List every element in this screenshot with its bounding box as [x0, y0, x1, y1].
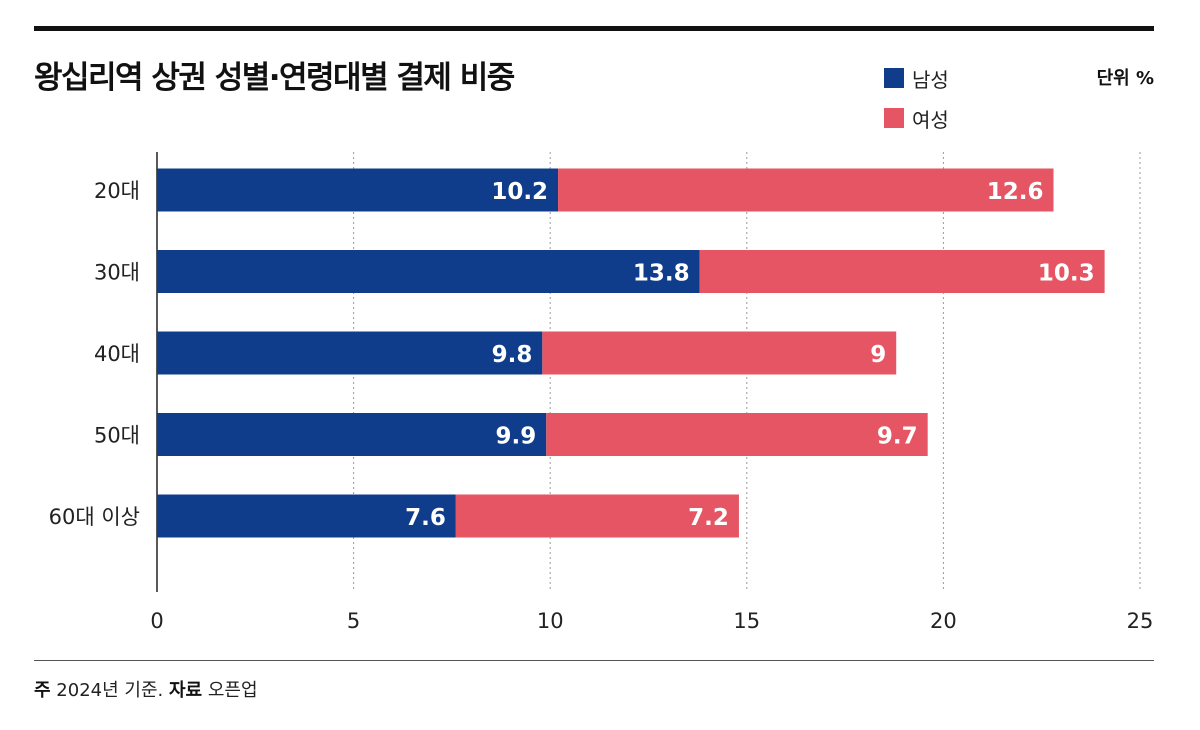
- data-label: 9: [870, 342, 886, 368]
- bottom-rule: [34, 660, 1154, 661]
- bar-female: [699, 250, 1105, 293]
- data-label: 13.8: [633, 261, 690, 287]
- bar-male: [157, 331, 543, 375]
- data-label: 9.7: [877, 424, 918, 450]
- top-rule: [34, 26, 1154, 31]
- data-label: 9.9: [496, 424, 537, 450]
- category-label: 50대: [94, 424, 140, 448]
- data-label: 10.2: [491, 179, 548, 205]
- x-tick-label: 15: [733, 609, 760, 633]
- category-label: 40대: [94, 342, 140, 366]
- unit-label: 단위 %: [1096, 68, 1154, 89]
- data-label: 7.6: [405, 505, 446, 531]
- legend-swatch-male: [884, 68, 904, 88]
- legend-swatch-female: [884, 108, 904, 128]
- footnote-note-text: 2024년 기준.: [56, 680, 164, 701]
- data-label: 12.6: [987, 179, 1044, 205]
- legend-label-male: 남성: [912, 67, 949, 92]
- x-tick-label: 0: [150, 609, 163, 633]
- legend-label-female: 여성: [912, 107, 949, 132]
- footnote-source-text: 오픈업: [207, 680, 258, 701]
- x-tick-label: 20: [930, 609, 957, 633]
- legend: 남성 여성: [884, 58, 949, 138]
- bar-female: [558, 168, 1054, 212]
- bar-male: [157, 250, 700, 293]
- footnote: 주 2024년 기준. 자료 오픈업: [34, 676, 258, 702]
- bar-female: [546, 413, 928, 456]
- category-label: 20대: [94, 179, 140, 203]
- x-tick-label: 5: [347, 609, 360, 633]
- footnote-source-label: 자료: [168, 680, 203, 701]
- footnote-note-label: 주: [34, 680, 51, 701]
- data-label: 7.2: [688, 505, 729, 531]
- bar-female: [455, 494, 739, 538]
- legend-item-female: 여성: [884, 98, 949, 138]
- x-tick-label: 25: [1127, 609, 1154, 633]
- data-label: 10.3: [1038, 261, 1095, 287]
- chart-title: 왕십리역 상권 성별·연령대별 결제 비중: [34, 60, 515, 96]
- data-label: 9.8: [492, 342, 533, 368]
- bar-female: [542, 331, 897, 375]
- category-label: 30대: [94, 261, 140, 285]
- legend-item-male: 남성: [884, 58, 949, 98]
- bar-male: [157, 168, 559, 212]
- x-tick-label: 10: [537, 609, 564, 633]
- bar-male: [157, 494, 456, 538]
- bar-male: [157, 413, 547, 456]
- category-label: 60대 이상: [49, 505, 140, 529]
